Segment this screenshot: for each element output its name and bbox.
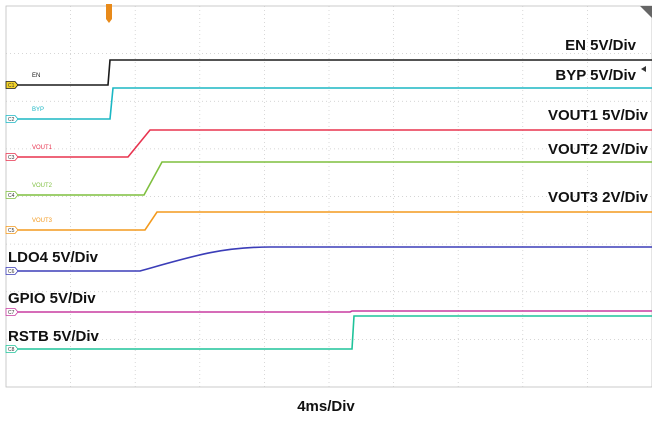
channel-id-text: C1 [8,83,15,89]
channel-marker-c4[interactable]: C4 [5,191,19,199]
channel-name-c5: VOUT3 [32,218,53,224]
channel-markers[interactable]: C1 C2 C3 C4 C5 C6 C7 C8 [5,81,19,353]
right-edge-arrow-icon [641,66,646,72]
scale-label-vout2: VOUT2 2V/Div [548,141,649,158]
trace-c7 [6,310,652,313]
traces [6,59,652,350]
channel-name-c2: BYP [32,107,44,113]
trigger-position-marker[interactable] [106,4,112,23]
channel-marker-c7[interactable]: C7 [5,308,19,316]
trace-c2 [6,87,652,120]
trace-c1 [6,59,652,86]
channel-id-text: C4 [8,193,15,199]
grid-border [5,5,652,388]
channel-marker-c5[interactable]: C5 [5,226,19,234]
scale-label-vout3: VOUT3 2V/Div [548,189,649,206]
trace-c6 [6,246,652,272]
channel-name-c3: VOUT1 [32,145,53,151]
scale-labels: EN EN 5V/Div BYP BYP 5V/Div VOUT1 VOUT1 5V/Di… [8,37,649,345]
scale-label-rstb: RSTB 5V/Div [8,328,100,345]
channel-id-text: C8 [8,347,15,353]
scale-label-en: EN 5V/Div [565,37,637,54]
channel-marker-c3[interactable]: C3 [5,153,19,161]
timebase-label: 4ms/Div [297,398,355,415]
channel-marker-c2[interactable]: C2 [5,115,19,123]
channel-marker-c6[interactable]: C6 [5,267,19,275]
scale-label-ldo4: LDO4 5V/Div [8,249,99,266]
channel-id-text: C6 [8,269,15,275]
trace-c3 [6,129,652,158]
trace-c4 [6,161,652,196]
channel-marker-c1[interactable]: C1 [5,81,19,89]
channel-name-c4: VOUT2 [32,183,53,189]
trace-c8 [6,315,652,350]
trigger-level-marker[interactable] [640,6,652,18]
scale-label-vout1: VOUT1 5V/Div [548,107,649,124]
channel-name-c1: EN [32,73,40,79]
channel-id-text: C2 [8,117,15,123]
channel-id-text: C7 [8,310,15,316]
scale-label-byp: BYP 5V/Div [555,67,636,84]
channel-id-text: C5 [8,228,15,234]
scale-label-gpio: GPIO 5V/Div [8,290,96,307]
grid [5,5,652,388]
channel-id-text: C3 [8,155,15,161]
channel-marker-c8[interactable]: C8 [5,345,19,353]
trace-c5 [6,211,652,231]
